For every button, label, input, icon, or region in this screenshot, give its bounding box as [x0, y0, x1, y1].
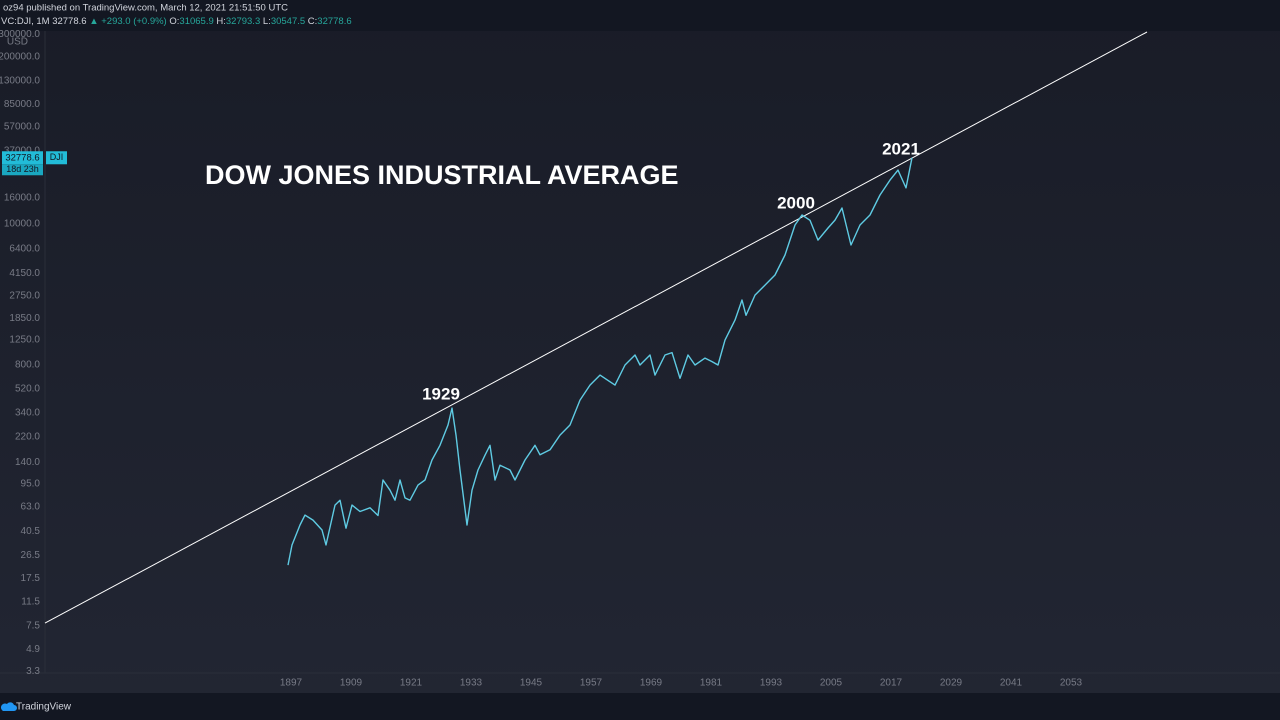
y-tick-label: 300000.0	[0, 29, 40, 40]
y-tick-label: 17.5	[21, 573, 41, 584]
ohlc-value: 31065.9	[179, 16, 213, 27]
x-tick-label: 1957	[580, 678, 603, 689]
ohlc-value: 30547.5	[271, 16, 305, 27]
price-tag: 32778.6 DJI 18d 23h	[2, 151, 67, 176]
price-tag-box	[2, 151, 43, 165]
y-tick-label: 220.0	[15, 432, 40, 443]
price-line	[287, 157, 913, 566]
change-arrow: ▲	[89, 16, 98, 27]
symbol-tag: DJI	[50, 152, 64, 162]
ohlc-label: H:	[216, 16, 226, 27]
y-tick-label: 800.0	[15, 360, 40, 371]
annotation: 2000	[777, 193, 815, 212]
y-tick-label: 130000.0	[0, 76, 40, 87]
y-tick-label: 16000.0	[4, 192, 41, 203]
x-tick-label: 1909	[340, 678, 363, 689]
y-tick-label: 11.5	[21, 596, 40, 607]
x-tick-label: 2053	[1060, 678, 1083, 689]
y-tick-label: 520.0	[15, 384, 40, 395]
ohlc-label: L:	[263, 16, 271, 27]
price-tag-value: 32778.6	[5, 152, 39, 163]
y-tick-label: 1850.0	[9, 313, 40, 324]
change: +293.0 (+0.9%)	[101, 16, 167, 27]
y-tick-label: 6400.0	[9, 244, 40, 255]
footer-bar	[0, 693, 1280, 720]
x-tick-label: 1981	[700, 678, 723, 689]
currency-label: USD	[7, 37, 28, 48]
y-tick-label: 4.9	[26, 644, 40, 655]
countdown-box	[2, 164, 43, 176]
logo-icon[interactable]	[0, 702, 17, 711]
y-tick-label: 340.0	[15, 407, 40, 418]
symbol-line: VC:DJI, 1M 32778.6 ▲ +293.0 (+0.9%) O:31…	[1, 16, 352, 27]
last-price: 32778.6	[52, 16, 86, 27]
y-tick-label: 3.3	[26, 666, 40, 677]
x-tick-label: 1921	[400, 678, 423, 689]
y-tick-label: 140.0	[15, 457, 40, 468]
chart-title: DOW JONES INDUSTRIAL AVERAGE	[205, 160, 679, 190]
brand[interactable]: TradingView	[16, 702, 72, 713]
symbol: VC:DJI, 1M	[1, 16, 50, 27]
x-tick-label: 1993	[760, 678, 783, 689]
y-tick-label: 63.0	[21, 502, 41, 513]
publisher: oz94 published on TradingView.com, March…	[3, 3, 288, 14]
symbol-tag-box	[46, 151, 67, 165]
y-tick-label: 200000.0	[0, 51, 40, 62]
ohlc-value: 32778.6	[317, 16, 351, 27]
x-tick-label: 2017	[880, 678, 903, 689]
y-tick-label: 2750.0	[9, 291, 40, 302]
y-tick-label: 10000.0	[4, 219, 41, 230]
x-tick-label: 1933	[460, 678, 483, 689]
annotation: 1929	[422, 384, 460, 403]
y-tick-label: 85000.0	[4, 99, 41, 110]
x-tick-label: 2005	[820, 678, 843, 689]
y-tick-label: 7.5	[26, 620, 40, 631]
y-tick-label: 26.5	[21, 550, 41, 561]
y-tick-label: 4150.0	[9, 268, 40, 279]
y-tick-label: 95.0	[21, 479, 41, 490]
y-tick-label: 37000.0	[4, 146, 41, 157]
header-bar	[0, 0, 1280, 31]
y-tick-label: 40.5	[21, 526, 41, 537]
ohlc-label: O:	[169, 16, 179, 27]
annotation: 2021	[882, 139, 920, 158]
countdown: 18d 23h	[6, 164, 39, 174]
y-tick-label: 1250.0	[9, 335, 40, 346]
trendline	[44, 31, 1148, 624]
y-tick-label: 57000.0	[4, 122, 41, 133]
x-tick-label: 1897	[280, 678, 303, 689]
ohlc-value: 32793.3	[226, 16, 260, 27]
ohlc-label: C:	[308, 16, 318, 27]
x-tick-label: 2041	[1000, 678, 1023, 689]
footer-logo[interactable]: TradingView	[0, 702, 72, 713]
x-tick-label: 2029	[940, 678, 963, 689]
x-tick-label: 1945	[520, 678, 543, 689]
x-tick-label: 1969	[640, 678, 663, 689]
